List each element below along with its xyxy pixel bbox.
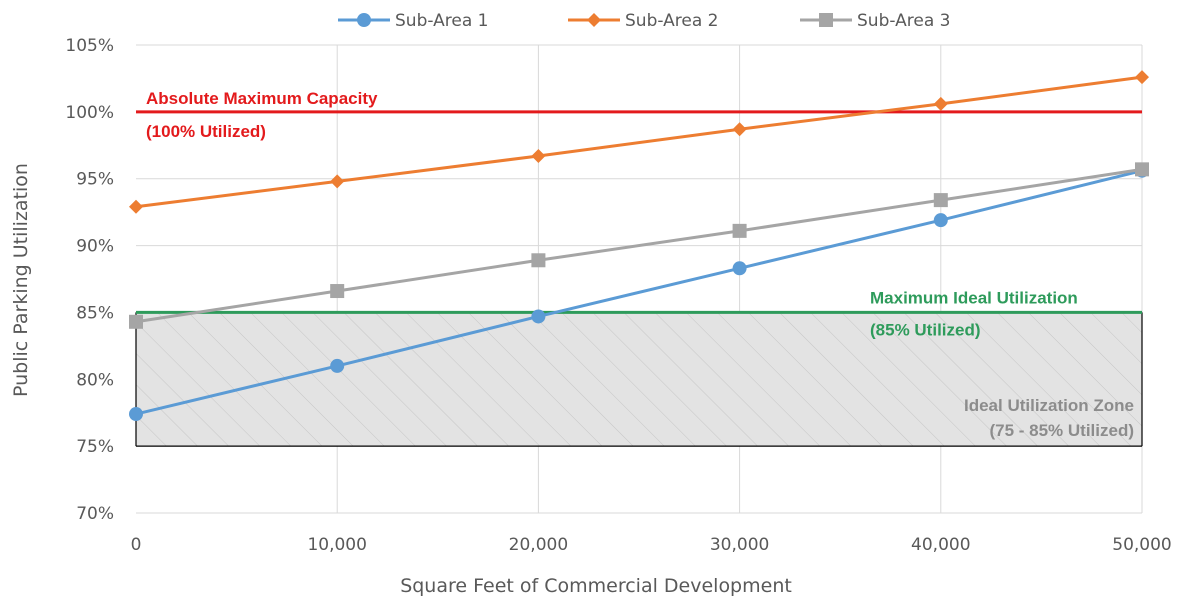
y-tick-label: 95% (76, 170, 114, 190)
x-tick-label: 0 (131, 535, 142, 555)
data-point (933, 193, 948, 208)
legend-marker (357, 13, 371, 27)
zone-sublabel: (75 - 85% Utilized) (989, 421, 1134, 440)
data-point (129, 314, 143, 329)
y-tick-label: 100% (65, 103, 114, 123)
max-ideal-sublabel: (85% Utilized) (870, 320, 981, 339)
legend-label: Sub-Area 2 (625, 11, 718, 31)
x-tick-label: 10,000 (307, 535, 366, 555)
y-tick-label: 90% (76, 237, 114, 257)
y-axis-title: Public Parking Utilization (10, 163, 32, 397)
x-tick-label: 30,000 (710, 535, 769, 555)
x-axis-ticks: 0 10,000 20,000 30,000 40,000 50,000 (131, 535, 1172, 555)
x-tick-label: 20,000 (509, 535, 568, 555)
data-point (129, 199, 143, 214)
legend-marker (819, 13, 833, 27)
data-point (330, 174, 345, 189)
series-line-1 (135, 169, 1143, 416)
zone-label: Ideal Utilization Zone (964, 396, 1134, 415)
data-point (732, 223, 747, 238)
data-point (531, 253, 546, 268)
y-tick-label: 70% (76, 504, 114, 524)
data-point (732, 261, 747, 276)
series-line-2 (135, 75, 1143, 209)
data-point (1135, 70, 1149, 85)
x-axis-title: Square Feet of Commercial Development (400, 575, 792, 597)
y-tick-label: 80% (76, 370, 114, 390)
data-point (129, 407, 143, 422)
data-point (531, 148, 546, 163)
data-point (1135, 162, 1149, 177)
data-point (330, 358, 345, 373)
legend-marker (587, 13, 601, 27)
y-tick-label: 75% (76, 437, 114, 457)
series-lines (129, 70, 1149, 422)
zone-hatch (136, 312, 1142, 447)
y-tick-label: 85% (76, 303, 114, 323)
reference-lines (136, 110, 1142, 314)
data-point (933, 213, 948, 228)
legend: Sub-Area 1 Sub-Area 2 Sub-Area 3 (338, 11, 950, 31)
max-capacity-sublabel: (100% Utilized) (146, 122, 266, 141)
max-capacity-label: Absolute Maximum Capacity (146, 89, 378, 108)
max-ideal-label: Maximum Ideal Utilization (870, 288, 1078, 307)
y-axis-ticks: 70% 75% 80% 85% 90% 95% 100% 105% (65, 36, 114, 524)
ideal-utilization-zone (135, 312, 1143, 447)
data-point (330, 284, 345, 299)
annotations: Absolute Maximum Capacity (100% Utilized)… (146, 89, 1134, 440)
y-tick-label: 105% (65, 36, 114, 56)
data-point (531, 309, 546, 324)
legend-label: Sub-Area 3 (857, 11, 950, 31)
series-line-3 (135, 167, 1143, 324)
data-point (933, 96, 948, 111)
x-tick-label: 40,000 (911, 535, 970, 555)
data-point (732, 122, 747, 137)
x-tick-label: 50,000 (1112, 535, 1171, 555)
legend-label: Sub-Area 1 (395, 11, 488, 31)
